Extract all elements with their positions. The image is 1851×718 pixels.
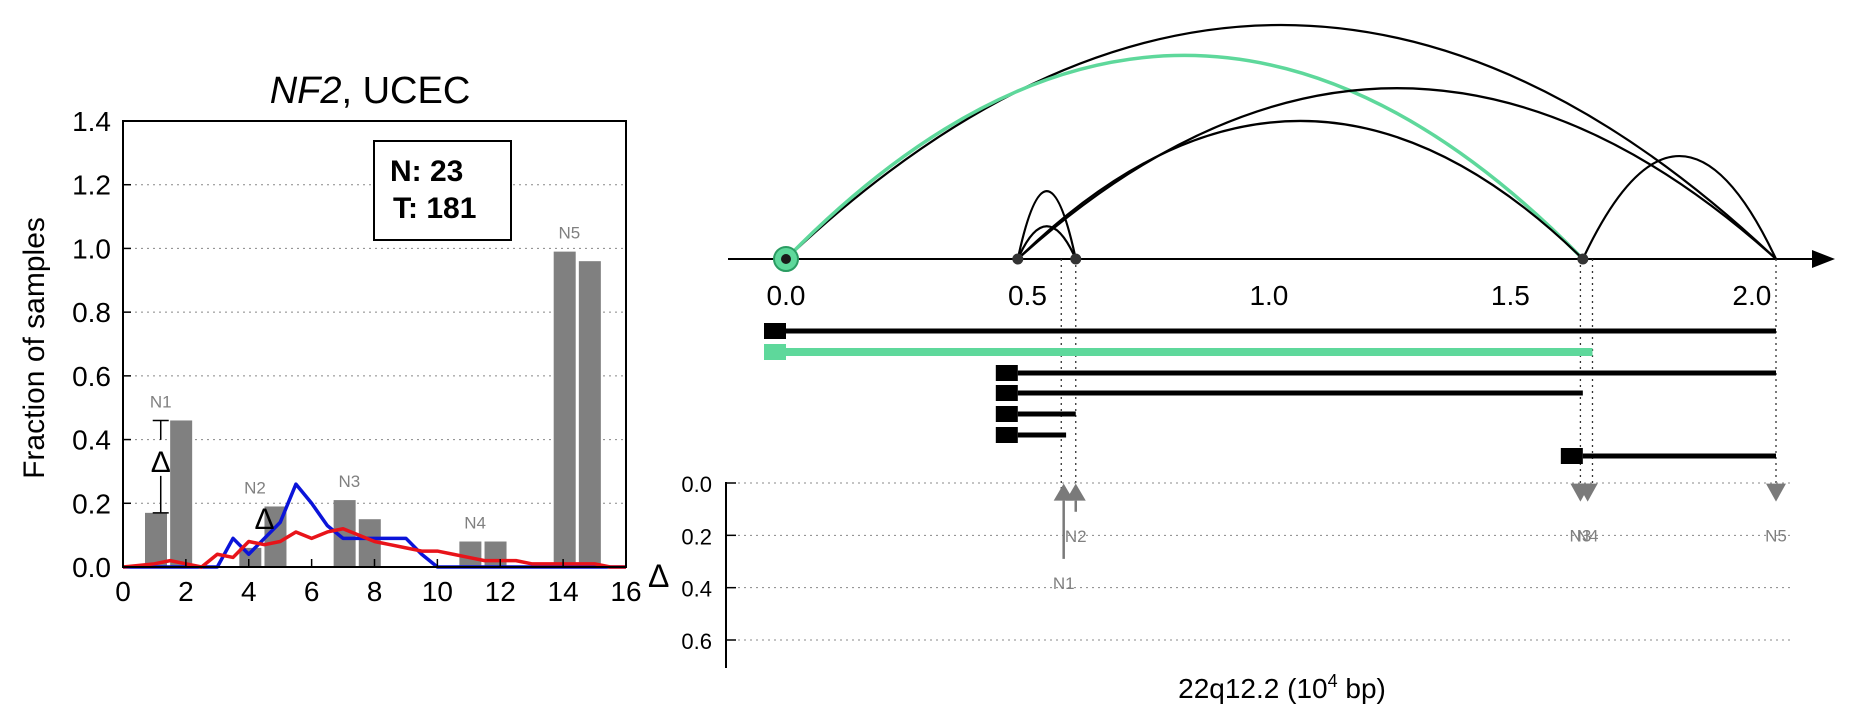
delta-marker-label: N4 <box>1577 527 1599 546</box>
axis-arrow-icon <box>1812 250 1835 268</box>
delta-tick-label: 0.2 <box>681 524 712 549</box>
x-tick-label: 0 <box>115 576 131 607</box>
delta-marker-label: N5 <box>1765 527 1787 546</box>
info-t-count: T: 181 <box>393 192 476 225</box>
bar-group-label: N5 <box>559 224 581 243</box>
info-box-frame <box>373 140 512 241</box>
y-tick-label: 0.8 <box>72 297 111 328</box>
isoform-start-block <box>764 323 786 339</box>
series-line <box>122 527 626 569</box>
genome-axis-label-exp: 4 <box>1328 671 1338 691</box>
x-tick-label: 6 <box>304 576 320 607</box>
y-tick-label: 0.0 <box>72 552 111 583</box>
y-tick-label: 0.6 <box>72 361 111 392</box>
delta-up-marker <box>1065 483 1086 501</box>
bar <box>145 512 168 567</box>
bar-group-label: N3 <box>338 472 360 491</box>
title-rest: , UCEC <box>342 70 471 112</box>
bar <box>358 519 381 567</box>
genome-tick-label: 0.5 <box>1008 280 1047 311</box>
junction-arcs <box>784 23 1777 261</box>
junction-arc <box>785 23 1777 260</box>
x-tick-label: 4 <box>241 576 257 607</box>
junction-arc <box>1016 190 1077 260</box>
junction-arc <box>1017 87 1777 260</box>
x-tick-label: 14 <box>548 576 579 607</box>
delta-marker-label: N2 <box>1065 527 1087 546</box>
x-tick-label: 12 <box>485 576 516 607</box>
delta-tick-label: 0.0 <box>681 472 712 497</box>
bar-group-label: N2 <box>244 478 266 497</box>
x-tick-label: 2 <box>178 576 194 607</box>
y-tick-label: 1.2 <box>72 170 111 201</box>
junction-arc <box>784 53 1585 261</box>
isoform-start-block <box>764 344 786 360</box>
junction-node <box>1577 253 1589 265</box>
delta-down-marker <box>1766 483 1786 502</box>
genome-axis-label-main: 22q12.2 (10 <box>1178 673 1327 704</box>
info-n-count: N: 23 <box>390 155 463 188</box>
genome-tick-label: 1.5 <box>1491 280 1530 311</box>
bar <box>170 420 193 567</box>
delta-axis-label: Δ <box>648 558 669 594</box>
bar-group-label: N4 <box>464 514 486 533</box>
delta-gridlines: 0.0 0.2 0.4 0.6 <box>681 472 1790 654</box>
chart-title: NF2, UCEC <box>270 70 471 112</box>
delta-down-marker <box>1577 483 1598 502</box>
genome-axis-label-end: bp) <box>1338 673 1386 704</box>
genome-tick-label: 0.0 <box>767 280 806 311</box>
isoform-start-block <box>995 385 1018 401</box>
info-box: N: 23 T: 181 <box>373 140 512 241</box>
bar <box>578 261 601 567</box>
junction-arc <box>1017 120 1584 260</box>
delta-tick-label: 0.6 <box>681 629 712 654</box>
isoform-start-block <box>995 406 1018 422</box>
isoform-tracks <box>764 323 1776 464</box>
delta-tick-label: 0.4 <box>681 577 712 602</box>
isoform-start-block <box>1560 448 1583 464</box>
axis-ticks: 0.0 0.2 0.4 0.6 0.8 1.0 1.2 1.4 0 2 4 6 8 10 12 14 16 <box>72 106 642 607</box>
y-tick-label: 0.4 <box>72 425 111 456</box>
delta-label: Δ <box>151 446 171 479</box>
junction-arc <box>1581 154 1777 260</box>
title-gene: NF2 <box>270 70 342 112</box>
genome-axis-label: 22q12.2 (104 bp) <box>1178 671 1386 704</box>
bar-group-label: N1 <box>150 392 172 411</box>
junction-node <box>1070 253 1082 265</box>
bar <box>459 541 482 567</box>
delta-marker-label: N3 <box>1570 527 1592 546</box>
isoform-start-block <box>995 365 1018 381</box>
bar <box>333 500 356 567</box>
x-tick-label: 8 <box>367 576 383 607</box>
bars: N1 N2 N3 N4 N5 <box>145 224 601 567</box>
y-tick-label: 1.0 <box>72 233 111 264</box>
delta-markers: ΔΔ <box>151 419 274 536</box>
genome-ticks: 0.0 0.5 1.0 1.5 2.0 <box>767 280 1772 311</box>
bar <box>553 251 576 567</box>
y-tick-label: 0.2 <box>72 488 111 519</box>
genome-tick-label: 1.0 <box>1249 280 1288 311</box>
junction-node <box>781 254 791 264</box>
y-axis-label: Fraction of samples <box>18 217 51 479</box>
histogram-chart: NF2, UCEC Fraction of samples N1 N2 N3 N4 N5… <box>18 70 642 607</box>
x-tick-label: 16 <box>610 576 641 607</box>
y-tick-label: 1.4 <box>72 106 111 137</box>
junction-node <box>1012 253 1024 265</box>
isoform-start-block <box>995 427 1018 443</box>
delta-marker-label: N1 <box>1053 574 1075 593</box>
bar <box>484 541 507 567</box>
junction-nodes <box>773 246 1589 272</box>
x-tick-label: 10 <box>422 576 453 607</box>
genome-tick-label: 2.0 <box>1732 280 1771 311</box>
delta-label: Δ <box>254 503 274 536</box>
junction-arc <box>1016 225 1077 260</box>
